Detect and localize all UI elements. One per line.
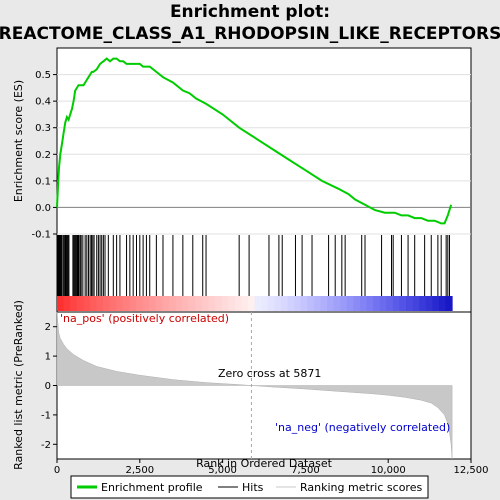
es-y-tick-label: 0.2 [35, 150, 51, 161]
heat-cell [248, 296, 255, 311]
heat-cell [222, 296, 229, 311]
metric-y-tick-label: 2 [45, 322, 51, 333]
heat-cell [413, 296, 420, 311]
heat-cell [367, 296, 374, 311]
heat-cell [123, 296, 130, 311]
es-y-tick-label: 0.1 [35, 176, 51, 187]
neg-correlated-label: 'na_neg' (negatively correlated) [275, 421, 450, 434]
heat-cell [307, 296, 314, 311]
heat-cell [432, 296, 439, 311]
heat-cell [241, 296, 248, 311]
x-tick-label: 2,500 [125, 465, 154, 476]
heat-cell [70, 296, 77, 311]
heat-cell [143, 296, 150, 311]
es-y-tick-label: -0.1 [31, 230, 51, 241]
heat-cell [301, 296, 308, 311]
heat-cell [176, 296, 183, 311]
heat-cell [426, 296, 433, 311]
heat-cell [373, 296, 380, 311]
heat-cell [380, 296, 387, 311]
rank-heat-strip [57, 296, 453, 311]
heat-cell [169, 296, 176, 311]
heat-cell [320, 296, 327, 311]
es-y-tick-label: 0.3 [35, 123, 51, 134]
es-y-tick-label: 0.4 [35, 97, 51, 108]
metric-y-tick-label: -2 [41, 440, 51, 451]
heat-cell [103, 296, 110, 311]
x-tick-label: 10,000 [371, 465, 406, 476]
x-tick-label: 12,500 [454, 465, 489, 476]
legend: Enrichment profile Hits Ranking metric s… [71, 476, 428, 498]
heat-cell [97, 296, 104, 311]
heat-cell [235, 296, 242, 311]
heat-cell [347, 296, 354, 311]
es-y-ticks: -0.1 0.0 0.1 0.2 0.3 0.4 0.5 [31, 70, 57, 240]
heat-cell [386, 296, 393, 311]
heat-cell [281, 296, 288, 311]
heat-cell [182, 296, 189, 311]
heat-cell [334, 296, 341, 311]
heat-cell [116, 296, 123, 311]
heat-cell [162, 296, 169, 311]
heat-cell [274, 296, 281, 311]
heat-cell [353, 296, 360, 311]
heat-cell [340, 296, 347, 311]
heat-cell [189, 296, 196, 311]
heat-cell [156, 296, 163, 311]
legend-label-metric: Ranking metric scores [300, 481, 422, 494]
heat-cell [393, 296, 400, 311]
heat-cell [228, 296, 235, 311]
heat-cell [255, 296, 262, 311]
heat-cell [268, 296, 275, 311]
heat-cell [129, 296, 136, 311]
heat-cell [360, 296, 367, 311]
heat-cell [294, 296, 301, 311]
heat-cell [136, 296, 143, 311]
heat-cell [419, 296, 426, 311]
heat-cell [208, 296, 215, 311]
es-panel [57, 48, 471, 234]
heat-cell [446, 296, 453, 311]
heat-cell [90, 296, 97, 311]
heat-cell [439, 296, 446, 311]
heat-cell [149, 296, 156, 311]
heat-cell [406, 296, 413, 311]
heat-cell [287, 296, 294, 311]
metric-y-axis-label: Ranked list metric (PreRanked) [12, 300, 25, 470]
heat-cell [64, 296, 71, 311]
es-y-tick-label: 0.0 [35, 203, 51, 214]
heat-cell [195, 296, 202, 311]
pos-correlated-label: 'na_pos' (positively correlated) [60, 312, 229, 325]
metric-y-tick-label: -1 [41, 410, 51, 421]
chart-title: Enrichment plot: [170, 2, 330, 22]
heat-cell [57, 296, 64, 311]
es-y-tick-label: 0.5 [35, 70, 51, 81]
x-axis-label: Rank in Ordered Dataset [196, 457, 333, 470]
heat-cell [399, 296, 406, 311]
legend-label-profile: Enrichment profile [101, 481, 203, 494]
heat-cell [110, 296, 117, 311]
heat-cell [83, 296, 90, 311]
heat-cell [314, 296, 321, 311]
chart-subtitle: REACTOME_CLASS_A1_RHODOPSIN_LIKE_RECEPTO… [0, 24, 500, 44]
x-tick-label: 0 [54, 465, 60, 476]
zero-cross-label: Zero cross at 5871 [218, 367, 321, 380]
metric-y-ticks: -2 -1 0 1 2 [41, 322, 57, 451]
heat-cell [202, 296, 209, 311]
metric-y-tick-label: 0 [45, 381, 51, 392]
heat-cell [261, 296, 268, 311]
es-y-axis-label: Enrichment score (ES) [12, 80, 25, 202]
metric-y-tick-label: 1 [45, 352, 51, 363]
heat-cell [327, 296, 334, 311]
heat-cell [77, 296, 84, 311]
heat-cell [215, 296, 222, 311]
legend-label-hits: Hits [242, 481, 264, 494]
